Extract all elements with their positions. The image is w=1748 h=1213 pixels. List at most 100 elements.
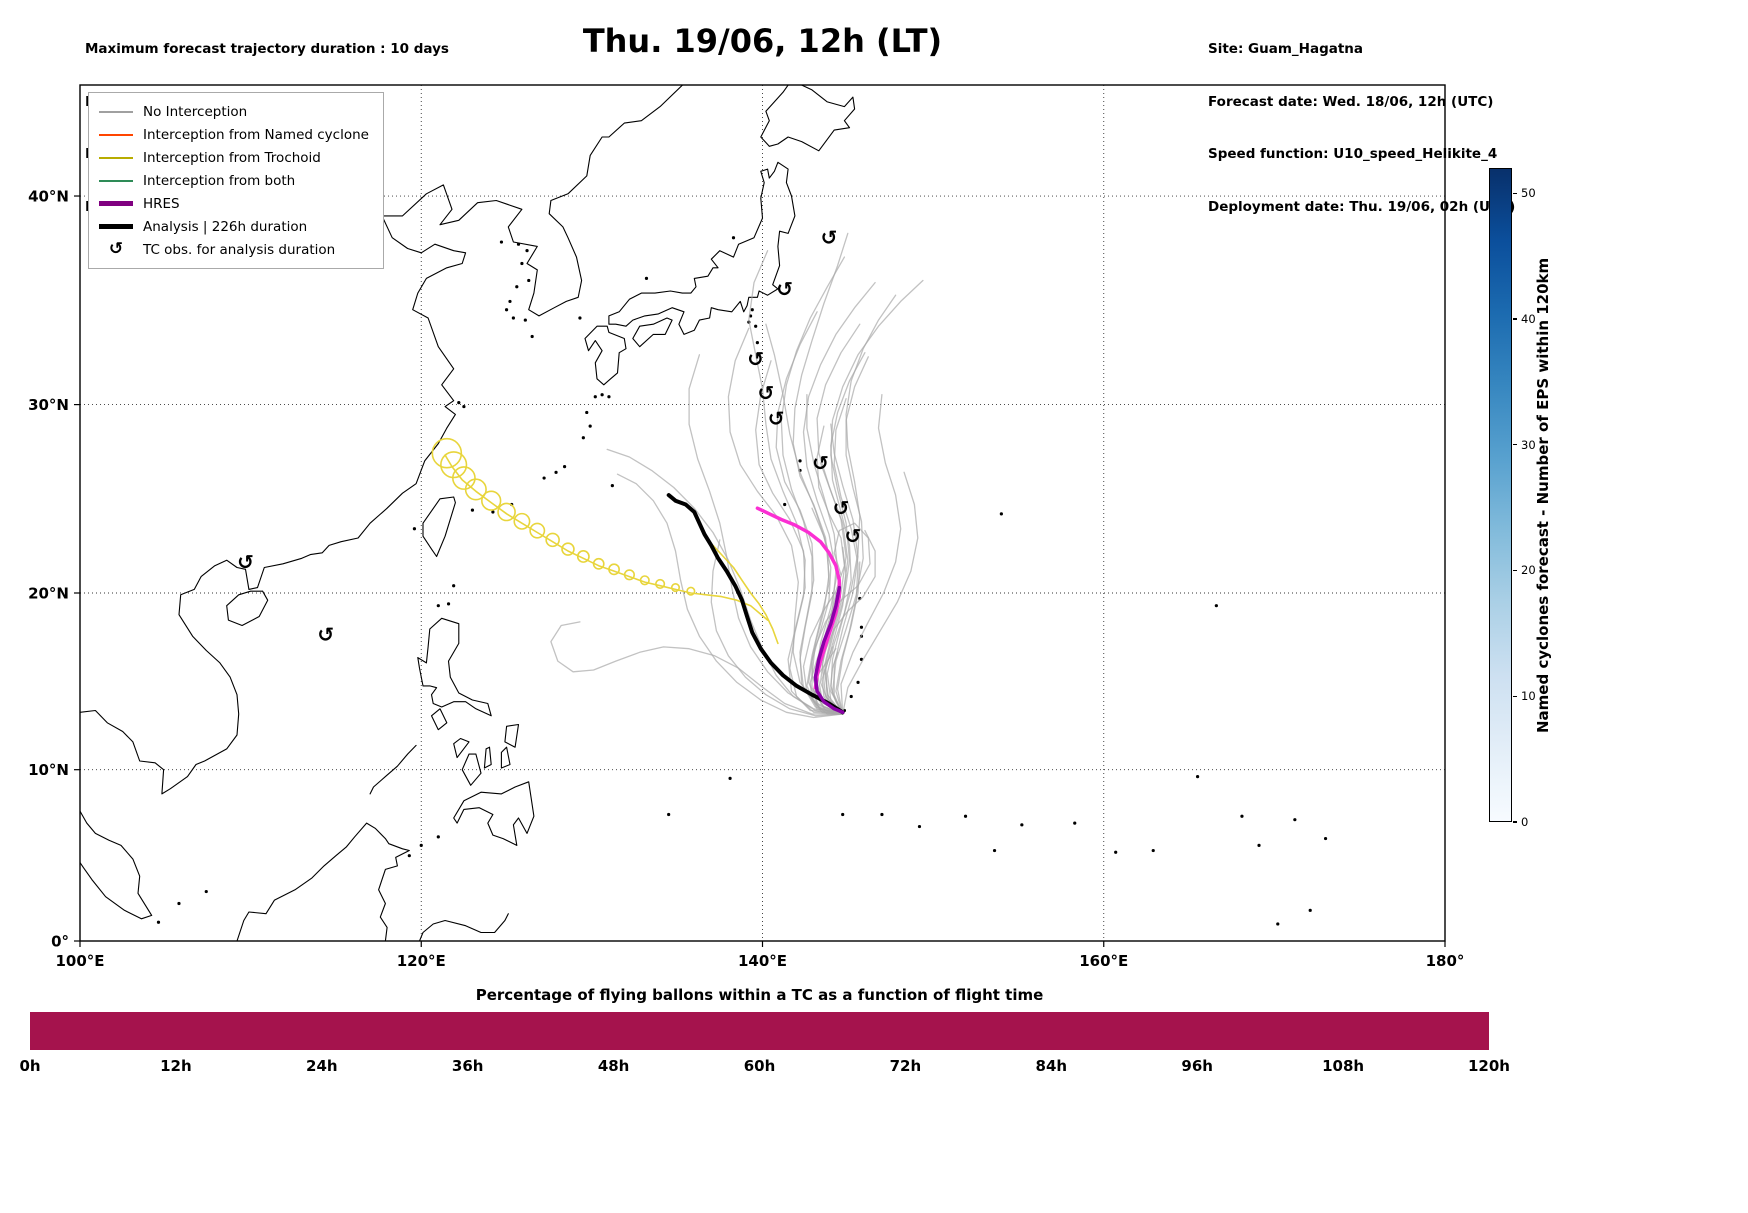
trochoid-loop bbox=[686, 586, 696, 596]
legend-item-no-interception: No Interception bbox=[99, 100, 369, 123]
ensemble-trajectory bbox=[727, 327, 844, 715]
legend-label: Interception from Named cyclone bbox=[143, 126, 369, 143]
colorbar-tick-mark bbox=[1513, 695, 1517, 697]
tc-obs-symbol: ↺ bbox=[812, 451, 829, 475]
trochoid-loop bbox=[592, 557, 605, 570]
flight-time-tick-label: 48h bbox=[597, 1057, 630, 1075]
island-dot bbox=[1323, 836, 1328, 841]
site-info-line: Forecast date: Wed. 18/06, 12h (UTC) bbox=[1208, 93, 1494, 110]
ensemble-trajectory bbox=[809, 648, 844, 715]
legend-item-both: Interception from both bbox=[99, 169, 369, 192]
ensemble-trajectory bbox=[755, 360, 844, 715]
island-dot bbox=[515, 285, 519, 289]
map-axes-ticks: 100°E 120°E 140°E 160°E 180° 0° 10°N 20°N 30°N 40… bbox=[28, 188, 1464, 970]
trochoid-loop bbox=[576, 550, 590, 563]
trochoid-loop bbox=[481, 490, 502, 511]
tc-obs-symbol: ↺ bbox=[237, 550, 254, 574]
y-tick-label: 0° bbox=[51, 933, 69, 951]
island-dot bbox=[511, 316, 515, 320]
ensemble-trajectory bbox=[842, 471, 919, 715]
hres-trajectory bbox=[755, 506, 842, 690]
x-tick-label: 160°E bbox=[1079, 952, 1128, 970]
named-cyclone-line-swatch bbox=[99, 133, 133, 136]
island-dot bbox=[754, 324, 758, 328]
island-dot bbox=[963, 814, 968, 818]
y-tick-label: 30°N bbox=[28, 396, 69, 414]
site-info-line: Site: Guam_Hagatna bbox=[1208, 41, 1364, 57]
colorbar-tick-mark bbox=[1513, 318, 1517, 320]
trochoid-loop bbox=[431, 437, 463, 469]
tc-obs-symbol: ↺ bbox=[833, 496, 850, 520]
coastline-honshu bbox=[608, 161, 796, 335]
island-dot bbox=[856, 680, 860, 684]
colorbar-tick-label: 40 bbox=[1521, 311, 1536, 326]
site-info-text: Site: Guam_Hagatna Forecast date: Wed. 1… bbox=[1208, 6, 1515, 234]
trochoid-loop bbox=[639, 575, 650, 586]
island-dot bbox=[750, 308, 754, 312]
tc-obs-symbol: ↺ bbox=[821, 226, 838, 250]
island-dot bbox=[436, 604, 440, 608]
trochoid-loop bbox=[513, 512, 531, 530]
coastline-malay bbox=[80, 810, 153, 920]
coastline-sulawesi bbox=[418, 913, 509, 941]
ensemble-trajectory bbox=[824, 279, 924, 715]
coastline-asia bbox=[80, 85, 683, 795]
island-dot bbox=[504, 308, 509, 312]
island-dot bbox=[1020, 823, 1024, 827]
trochoid-line-swatch bbox=[99, 156, 133, 159]
island-dot bbox=[1195, 775, 1200, 779]
island-dot bbox=[1308, 908, 1312, 912]
coastline-luzon bbox=[417, 617, 492, 717]
trochoid-trajectory bbox=[444, 454, 769, 621]
tc-obs-symbol: ↺ bbox=[768, 406, 785, 430]
tc-obs-symbol: ↺ bbox=[747, 347, 764, 371]
island-dot bbox=[585, 410, 589, 415]
coastline-cebu bbox=[483, 746, 492, 769]
colorbar-tick-label: 10 bbox=[1521, 689, 1536, 704]
flight-time-axis: 0h 12h 24h 36h 48h 60h 72h 84h 96h 108h 120h bbox=[19, 1057, 1510, 1081]
island-dot bbox=[992, 848, 997, 853]
x-tick-label: 100°E bbox=[55, 952, 104, 970]
flight-time-bar bbox=[30, 1012, 1489, 1050]
island-dot bbox=[1293, 818, 1297, 822]
flight-time-tick-label: 0h bbox=[19, 1057, 41, 1075]
ensemble-trajectory bbox=[710, 539, 844, 717]
legend-item-trochoid: Interception from Trochoid bbox=[99, 146, 369, 169]
island-dot bbox=[731, 236, 736, 240]
island-dot bbox=[562, 465, 567, 469]
y-tick-label: 40°N bbox=[28, 188, 69, 206]
colorbar-label: Named cyclones forecast - Number of EPS … bbox=[1534, 257, 1552, 733]
trochoid-loop bbox=[529, 522, 546, 539]
island-dot bbox=[667, 812, 671, 817]
island-dot bbox=[527, 278, 531, 283]
island-dot bbox=[644, 276, 649, 280]
island-dot bbox=[581, 436, 585, 440]
run-config-line: Maximum forecast trajectory duration : 1… bbox=[85, 41, 449, 57]
island-dot bbox=[859, 625, 864, 629]
trochoid-loop bbox=[497, 502, 516, 522]
island-dot bbox=[607, 395, 611, 399]
colorbar-tick-label: 0 bbox=[1521, 815, 1529, 829]
island-dot bbox=[177, 901, 181, 906]
coastline-negros bbox=[461, 753, 482, 786]
flight-time-tick-label: 36h bbox=[451, 1057, 484, 1075]
y-tick-label: 20°N bbox=[28, 584, 69, 602]
coastline-panay bbox=[453, 737, 470, 759]
site-info-line: Speed function: U10_speed_Helikite_4 bbox=[1208, 146, 1498, 162]
ensemble-trajectory bbox=[830, 651, 844, 715]
trochoid-loop bbox=[655, 578, 666, 589]
coastline-leyte bbox=[500, 746, 511, 769]
tc-obs-symbol: ↺ bbox=[758, 381, 775, 405]
island-dot bbox=[1276, 922, 1280, 926]
island-dot bbox=[1151, 848, 1155, 853]
y-tick-label: 10°N bbox=[28, 761, 69, 779]
trochoid-loop bbox=[670, 582, 681, 593]
map-content: ↺↺↺↺↺↺↺↺↺↺ bbox=[80, 85, 1445, 941]
island-dot bbox=[728, 776, 732, 780]
island-dot bbox=[600, 393, 604, 397]
x-tick-label: 120°E bbox=[397, 952, 446, 970]
island-dot bbox=[1257, 843, 1261, 848]
coastline-samar bbox=[504, 723, 520, 748]
coastline-taiwan bbox=[422, 496, 456, 558]
